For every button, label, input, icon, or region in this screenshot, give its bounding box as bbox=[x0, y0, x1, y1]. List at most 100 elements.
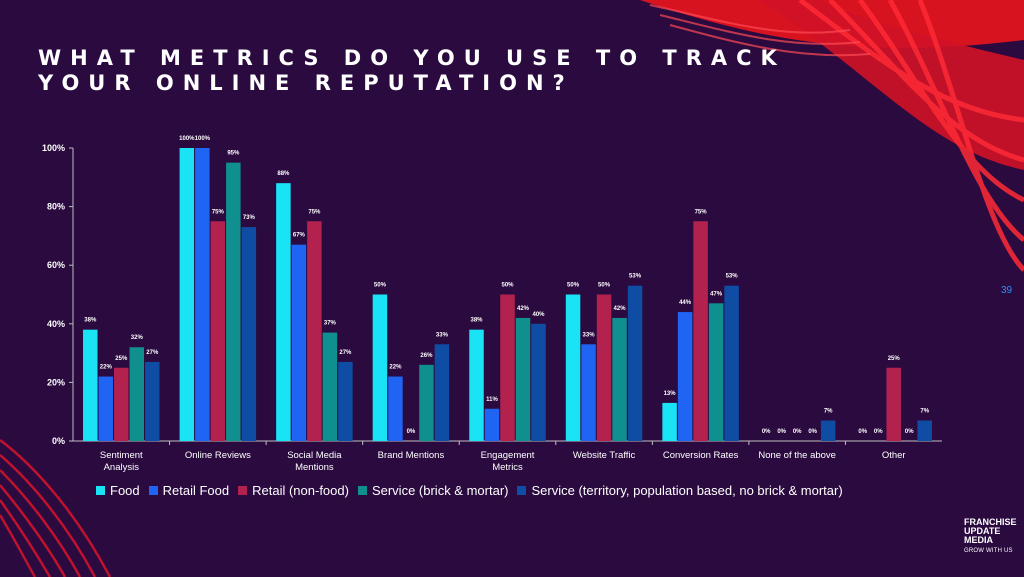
ribbon-bottom-left bbox=[0, 439, 112, 577]
data-label: 22% bbox=[389, 365, 402, 371]
data-label: 25% bbox=[888, 356, 901, 362]
legend-swatch bbox=[517, 486, 527, 495]
data-label: 0% bbox=[905, 429, 914, 435]
bar bbox=[226, 162, 241, 441]
data-label: 37% bbox=[324, 321, 337, 327]
logo-tagline: GROW WITH US bbox=[964, 548, 1013, 554]
data-label: 50% bbox=[598, 283, 611, 289]
data-label: 75% bbox=[212, 209, 225, 215]
legend-label: Retail Food bbox=[162, 483, 230, 498]
data-label: 75% bbox=[695, 209, 708, 215]
data-label: 0% bbox=[808, 429, 817, 435]
bar bbox=[98, 376, 114, 441]
bar bbox=[338, 361, 353, 441]
data-label: 32% bbox=[131, 335, 144, 341]
bar bbox=[276, 183, 291, 441]
data-label: 33% bbox=[436, 332, 449, 338]
data-label: 50% bbox=[567, 283, 580, 289]
chart-legend: Food Retail Food Retail (non-food) Service … bbox=[96, 483, 976, 498]
data-label: 0% bbox=[777, 429, 786, 435]
bar bbox=[708, 303, 724, 441]
legend-label: Food bbox=[110, 483, 140, 498]
data-label: 22% bbox=[100, 365, 113, 371]
legend-item: Retail Food bbox=[148, 483, 230, 498]
legend-item: Food bbox=[96, 483, 140, 498]
bar bbox=[307, 221, 322, 441]
x-category-label: Mentions bbox=[295, 462, 334, 473]
bar bbox=[469, 329, 484, 441]
bar bbox=[693, 221, 708, 441]
bar bbox=[917, 420, 932, 441]
x-category-label: Metrics bbox=[492, 462, 523, 473]
x-category-label: Brand Mentions bbox=[378, 450, 445, 461]
ribbon-top-right bbox=[640, 0, 1024, 272]
data-label: 73% bbox=[243, 215, 256, 221]
logo-line: MEDIA bbox=[964, 535, 993, 545]
data-label: 25% bbox=[115, 356, 128, 362]
bar bbox=[886, 367, 901, 441]
data-label: 33% bbox=[583, 332, 596, 338]
bar bbox=[434, 344, 450, 441]
bar bbox=[500, 294, 515, 441]
legend-swatch bbox=[238, 486, 248, 495]
page-number: 39 bbox=[1001, 285, 1013, 296]
data-label: 42% bbox=[614, 306, 627, 312]
data-label: 75% bbox=[308, 209, 321, 215]
data-label: 26% bbox=[420, 353, 433, 359]
data-label: 44% bbox=[679, 300, 692, 306]
bar bbox=[195, 148, 210, 441]
x-category-label: Other bbox=[882, 450, 906, 461]
x-category-label: Sentiment bbox=[100, 450, 143, 461]
bar bbox=[129, 347, 145, 441]
data-label: 27% bbox=[339, 350, 352, 356]
slide-title: WHAT METRICS DO YOU USE TO TRACK YOUR ON… bbox=[38, 46, 786, 95]
bar bbox=[114, 367, 129, 441]
data-label: 38% bbox=[84, 318, 97, 324]
x-category-label: Analysis bbox=[104, 462, 140, 473]
bar bbox=[627, 285, 643, 441]
legend-item: Service (brick & mortar) bbox=[357, 483, 508, 498]
company-logo: FRANCHISE UPDATE MEDIA GROW WITH US bbox=[964, 517, 1017, 555]
legend-label: Retail (non-food) bbox=[252, 483, 349, 498]
x-category-label: Social Media bbox=[287, 450, 342, 461]
data-label: 50% bbox=[501, 283, 514, 289]
legend-item: Retail (non-food) bbox=[238, 483, 349, 498]
data-label: 95% bbox=[227, 151, 240, 157]
bar bbox=[484, 408, 500, 441]
bar bbox=[724, 285, 739, 441]
bar bbox=[531, 323, 546, 441]
x-category-label: None of the above bbox=[758, 450, 836, 461]
y-tick-label: 60% bbox=[47, 260, 65, 270]
data-label: 38% bbox=[470, 318, 483, 324]
y-tick-label: 100% bbox=[42, 143, 65, 153]
legend-swatch bbox=[96, 486, 105, 495]
bar bbox=[565, 294, 581, 441]
legend-label: Service (territory, population based, no… bbox=[531, 483, 843, 498]
data-label: 88% bbox=[277, 171, 290, 177]
bar bbox=[662, 402, 677, 441]
data-label: 47% bbox=[710, 291, 723, 297]
y-tick-label: 80% bbox=[47, 202, 65, 212]
bar bbox=[83, 329, 98, 441]
data-label: 0% bbox=[762, 429, 771, 435]
bar bbox=[820, 420, 836, 441]
y-tick-label: 20% bbox=[47, 377, 65, 387]
x-category-label: Online Reviews bbox=[185, 450, 251, 461]
x-category-label: Website Traffic bbox=[573, 450, 636, 461]
data-label: 67% bbox=[293, 233, 306, 239]
bar bbox=[322, 332, 338, 441]
bar bbox=[515, 317, 531, 441]
data-label: 0% bbox=[407, 429, 416, 435]
data-label: 27% bbox=[146, 350, 159, 356]
data-label: 7% bbox=[824, 408, 833, 414]
logo-line: FRANCHISE bbox=[964, 517, 1017, 527]
legend-item: Service (territory, population based, no… bbox=[517, 483, 843, 498]
bar bbox=[581, 344, 596, 441]
legend-swatch bbox=[357, 486, 367, 495]
bar bbox=[419, 364, 434, 441]
data-label: 100% bbox=[195, 136, 211, 142]
data-label: 53% bbox=[726, 274, 739, 280]
bar bbox=[291, 244, 307, 441]
